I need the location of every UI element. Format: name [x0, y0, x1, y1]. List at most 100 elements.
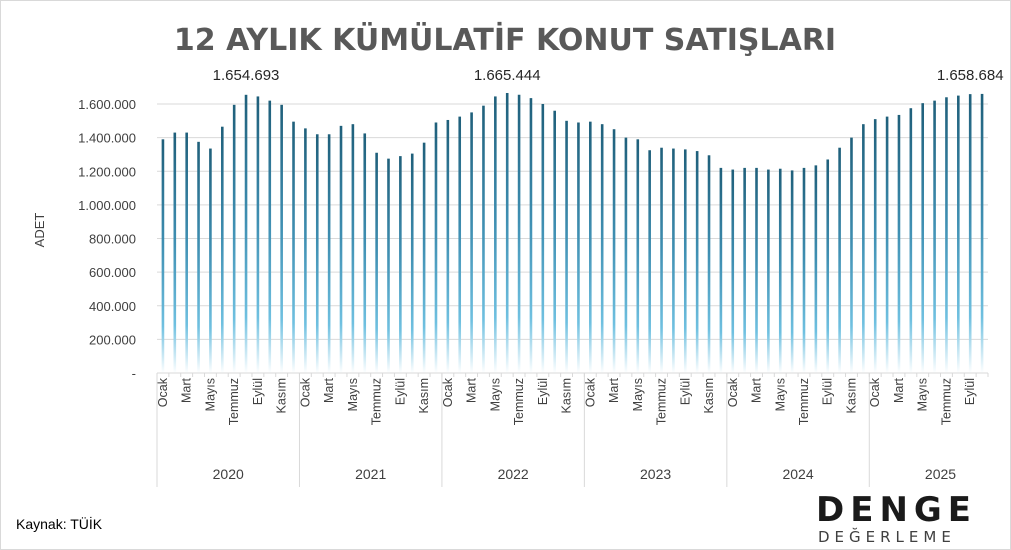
month-tick-label: Eylül: [536, 378, 550, 405]
month-tick-label: Mart: [750, 377, 764, 403]
bar: [422, 142, 426, 373]
bar: [636, 139, 640, 373]
bar: [565, 120, 568, 373]
month-tick-label: Ocak: [298, 377, 312, 407]
bar: [315, 134, 319, 373]
bar: [577, 122, 580, 374]
month-tick-label: Mayıs: [488, 378, 502, 411]
bar: [719, 167, 723, 373]
data-label: 1.658.684: [937, 67, 1004, 84]
chart-title: 12 AYLIK KÜMÜLATİF KONUT SATIŞLARI: [174, 21, 836, 58]
bar: [161, 139, 165, 373]
month-tick-label: Mart: [180, 377, 194, 403]
y-tick-label: 1.400.000: [78, 131, 136, 146]
year-label: 2020: [213, 466, 244, 482]
bar: [589, 121, 592, 373]
bar: [838, 147, 841, 373]
month-tick-label: Mayıs: [203, 378, 217, 411]
month-tick-label: Eylül: [393, 378, 407, 405]
bar: [494, 96, 497, 373]
y-tick-label: 200.000: [89, 332, 136, 347]
bar: [209, 148, 212, 373]
data-label: 1.654.693: [213, 67, 280, 84]
month-tick-label: Eylül: [251, 378, 265, 405]
data-label: 1.665.444: [474, 67, 541, 84]
bar: [945, 97, 948, 374]
bar: [850, 137, 853, 373]
y-tick-label: -: [132, 366, 136, 381]
year-label: 2025: [925, 466, 956, 482]
y-axis-label: ADET: [32, 213, 47, 248]
bar: [612, 129, 616, 373]
bar: [351, 124, 355, 373]
year-label: 2023: [640, 466, 671, 482]
bar: [185, 132, 188, 373]
month-tick-label: Mart: [465, 377, 479, 403]
bar: [790, 170, 794, 373]
bar: [529, 98, 533, 373]
year-label: 2024: [782, 466, 813, 482]
bar: [980, 93, 984, 373]
year-label: 2021: [355, 466, 386, 482]
month-tick-label: Temmuz: [797, 378, 811, 425]
month-tick-label: Mart: [322, 377, 336, 403]
month-tick-label: Temmuz: [227, 378, 241, 425]
logo-subtitle: DEĞERLEME: [818, 528, 956, 546]
month-tick-label: Eylül: [821, 378, 835, 405]
bar: [885, 116, 889, 373]
month-tick-label: Temmuz: [370, 378, 384, 425]
bar: [339, 125, 343, 373]
bar: [280, 104, 283, 373]
bar: [802, 167, 806, 373]
month-tick-label: Mart: [607, 377, 621, 403]
y-tick-label: 1.200.000: [78, 164, 136, 179]
month-tick-label: Ocak: [868, 377, 882, 407]
bar: [363, 133, 367, 373]
bar: [482, 105, 485, 374]
bar: [672, 148, 675, 373]
month-tick-label: Temmuz: [512, 378, 526, 425]
bar: [707, 155, 711, 373]
month-tick-label: Kasım: [560, 378, 574, 413]
month-tick-label: Ocak: [583, 377, 597, 407]
bar: [220, 126, 224, 374]
bar: [505, 92, 509, 374]
bar: [909, 108, 913, 373]
month-tick-label: Kasım: [417, 378, 431, 413]
bar: [410, 153, 414, 373]
y-tick-label: 400.000: [89, 299, 136, 314]
bar: [446, 119, 450, 373]
y-tick-label: 600.000: [89, 265, 136, 280]
bar: [327, 134, 331, 373]
bar: [375, 152, 378, 373]
bar: [648, 150, 651, 373]
bar: [731, 169, 735, 373]
bar: [778, 168, 782, 373]
bar: [660, 147, 663, 373]
source-note: Kaynak: TÜİK: [16, 516, 103, 532]
bar: [256, 96, 260, 373]
bar: [541, 104, 545, 373]
bar: [268, 100, 272, 373]
month-tick-label: Ocak: [441, 377, 455, 407]
bar: [624, 137, 628, 373]
month-tick-label: Mayıs: [346, 378, 360, 411]
bar: [553, 110, 556, 373]
bar: [517, 94, 521, 374]
bar: [683, 149, 687, 373]
bar: [933, 100, 936, 373]
bar: [968, 94, 972, 373]
bar: [743, 167, 746, 373]
bar: [695, 151, 699, 373]
bar: [399, 156, 402, 373]
month-tick-label: Eylül: [678, 378, 692, 405]
bar: [600, 124, 604, 373]
bar: [232, 104, 236, 373]
bar: [862, 124, 865, 373]
y-tick-label: 1.000.000: [78, 198, 136, 213]
bar: [434, 122, 438, 374]
bar: [292, 121, 295, 373]
bar: [387, 158, 390, 373]
bar: [304, 128, 307, 373]
